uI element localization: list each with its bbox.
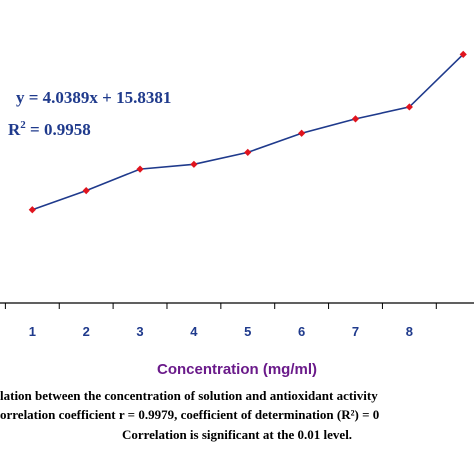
data-point <box>405 103 413 111</box>
x-tick-label: 4 <box>190 324 198 339</box>
x-tick-labels: 1 2 3 4 5 6 7 8 <box>29 324 413 339</box>
x-tick-label: 3 <box>136 324 143 339</box>
x-axis-label: Concentration (mg/ml) <box>157 361 317 378</box>
data-point <box>459 50 467 58</box>
data-point <box>298 129 306 137</box>
x-tick-label: 2 <box>83 324 90 339</box>
caption-line-2: orrelation coefficient r = 0.9979, coeff… <box>0 407 379 422</box>
x-tick-label: 6 <box>298 324 305 339</box>
x-tick-label: 1 <box>29 324 36 339</box>
data-point <box>190 160 198 168</box>
caption-line-3: Correlation is significant at the 0.01 l… <box>122 427 352 442</box>
r-squared-annotation: R2 = 0.9958 <box>8 119 91 139</box>
regression-equation: y = 4.0389x + 15.8381 <box>16 88 171 107</box>
x-tick-label: 7 <box>352 324 359 339</box>
data-point <box>244 148 252 156</box>
data-point <box>28 206 36 214</box>
x-tick-label: 8 <box>406 324 413 339</box>
x-axis-ticks <box>4 303 437 309</box>
data-point <box>82 187 90 195</box>
caption-line-1: lation between the concentration of solu… <box>0 388 378 403</box>
series-markers <box>28 50 467 214</box>
data-point <box>136 165 144 173</box>
data-point <box>351 115 360 123</box>
x-tick-label: 5 <box>244 324 251 339</box>
